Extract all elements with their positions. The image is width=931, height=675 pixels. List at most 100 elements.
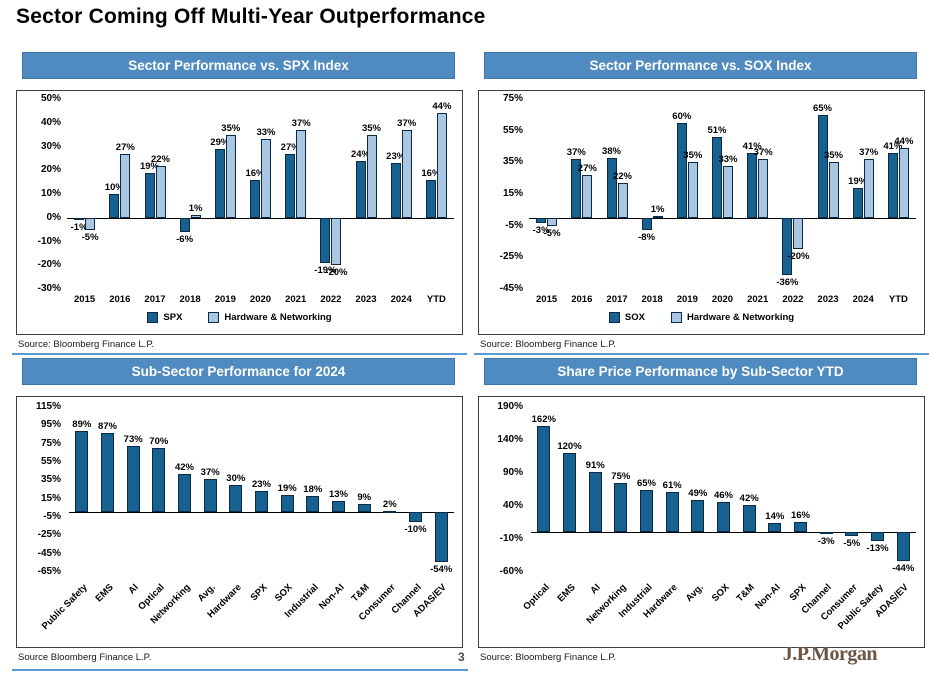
y-tick-label: 140% bbox=[497, 434, 523, 445]
x-axis-line bbox=[529, 217, 916, 219]
x-category-label: 2019 bbox=[214, 294, 236, 305]
legend-label: Hardware & Networking bbox=[686, 312, 795, 323]
y-tick-label: -5% bbox=[43, 511, 61, 522]
bar-value-label: 37% bbox=[200, 466, 220, 478]
x-axis-line bbox=[67, 217, 454, 219]
legend-item: Hardware & Networking bbox=[208, 312, 332, 323]
bar-Industrial bbox=[640, 489, 653, 533]
bar-value-label: 38% bbox=[601, 145, 621, 157]
bar-Consumer bbox=[845, 532, 859, 536]
page-title: Sector Coming Off Multi-Year Outperforma… bbox=[16, 5, 486, 28]
chart-title-banner-spx: Sector Performance vs. SPX Index bbox=[22, 52, 455, 79]
legend-label: SPX bbox=[163, 312, 183, 323]
bar-Hardware & Networking bbox=[190, 215, 201, 218]
bar-SOX bbox=[747, 152, 758, 218]
chart-block-sox: Sector Performance vs. SOX Index 75% 55% 3… bbox=[474, 52, 929, 355]
bar-value-label: 14% bbox=[765, 511, 785, 523]
legend-label: Hardware & Networking bbox=[224, 312, 332, 323]
bar-value-label: -6% bbox=[176, 234, 194, 245]
legend: SPX Hardware & Networking bbox=[17, 312, 462, 323]
bar-value-label: 19% bbox=[848, 175, 868, 187]
y-tick-label: -30% bbox=[37, 283, 61, 294]
chart-title-banner-subsector-2024: Sub-Sector Performance for 2024 bbox=[22, 358, 455, 385]
bar-SOX bbox=[717, 502, 730, 533]
bar-value-label: 65% bbox=[812, 102, 832, 114]
bar-Hardware & Networking bbox=[547, 217, 558, 226]
y-tick-label: -65% bbox=[37, 566, 61, 577]
legend-label: SOX bbox=[624, 312, 645, 323]
bar-SPX bbox=[320, 217, 331, 263]
y-tick-label: 35% bbox=[40, 474, 61, 486]
y-tick-label: 50% bbox=[40, 93, 61, 104]
y-tick-label: -60% bbox=[499, 566, 523, 577]
bar-value-label: 35% bbox=[361, 122, 381, 134]
chart-title-banner-subsector-ytd: Share Price Performance by Sub-Sector YT… bbox=[484, 358, 917, 385]
chart-canvas-subsector-2024: 115% 95% 75% 55% 35% 15% -5% -25% -45% -65% 89% Pub… bbox=[16, 396, 463, 648]
bar-Hardware & Networking bbox=[863, 159, 874, 218]
y-tick-label: 75% bbox=[40, 437, 61, 449]
bar-value-label: 18% bbox=[303, 483, 323, 495]
bar-value-label: -5% bbox=[81, 231, 99, 243]
legend-item: SPX bbox=[147, 312, 182, 323]
bar-Hardware & Networking bbox=[652, 216, 663, 219]
bar-value-label: 19% bbox=[277, 483, 297, 494]
bar-value-label: 2% bbox=[382, 498, 397, 510]
bar-Hardware & Networking bbox=[898, 148, 909, 218]
bar-SPX bbox=[214, 148, 225, 218]
bar-SOX bbox=[676, 122, 687, 218]
bar-value-label: 22% bbox=[150, 153, 170, 165]
source-note: Source: Bloomberg Finance L.P. bbox=[18, 339, 155, 350]
x-category-label: 2017 bbox=[606, 294, 628, 305]
bar-SPX bbox=[109, 194, 120, 218]
bar-SOX bbox=[571, 159, 582, 218]
bar-Hardware & Networking bbox=[261, 139, 271, 218]
y-tick-label: -20% bbox=[37, 259, 61, 271]
bar-Optical bbox=[537, 425, 551, 533]
bar-Hardware & Networking bbox=[120, 153, 131, 218]
y-tick-label: -25% bbox=[37, 529, 61, 541]
bar-value-label: 37% bbox=[566, 147, 586, 159]
bar-Hardware & Networking bbox=[828, 162, 839, 218]
bar-value-label: 91% bbox=[585, 460, 605, 472]
bar-value-label: 33% bbox=[256, 127, 276, 139]
bar-Public Safety bbox=[871, 532, 884, 541]
bar-Optical bbox=[152, 448, 166, 513]
x-category-label: 2021 bbox=[747, 294, 769, 305]
bar-value-label: 87% bbox=[97, 420, 117, 432]
bar-value-label: 23% bbox=[386, 151, 406, 163]
legend-swatch bbox=[608, 312, 620, 323]
chart-title-banner-sox: Sector Performance vs. SOX Index bbox=[484, 52, 917, 79]
bar-value-label: 23% bbox=[251, 479, 271, 491]
bar-Channel bbox=[819, 532, 833, 535]
bar-Hardware & Networking bbox=[85, 217, 96, 230]
bar-value-label: 70% bbox=[149, 436, 169, 448]
y-tick-label: 15% bbox=[40, 492, 61, 504]
bar-value-label: 41% bbox=[883, 140, 903, 152]
bar-value-label: 35% bbox=[221, 122, 241, 134]
y-tick-label: 10% bbox=[40, 188, 61, 199]
bar-Non-AI bbox=[332, 500, 345, 513]
bar-Public Safety bbox=[75, 430, 89, 513]
legend-item: SOX bbox=[608, 312, 645, 323]
x-category-label: 2019 bbox=[676, 294, 698, 305]
bar-value-label: 27% bbox=[280, 141, 300, 153]
x-category-label: YTD bbox=[888, 294, 908, 305]
x-category-label: 2016 bbox=[109, 294, 131, 305]
y-tick-label: 0% bbox=[46, 211, 61, 223]
bar-SOX bbox=[887, 152, 898, 218]
bar-value-label: 27% bbox=[577, 163, 597, 174]
x-category-label: 2015 bbox=[536, 294, 558, 305]
x-category-label: 2018 bbox=[179, 294, 201, 305]
bar-value-label: 29% bbox=[210, 136, 230, 148]
bar-value-label: 16% bbox=[421, 167, 441, 179]
bar-SOX bbox=[852, 187, 863, 218]
y-tick-label: 115% bbox=[35, 401, 61, 412]
chart-block-spx: Sector Performance vs. SPX Index 50% 40% 3… bbox=[12, 52, 467, 355]
x-category-label: 2022 bbox=[320, 294, 342, 305]
bar-value-label: -1% bbox=[70, 222, 88, 234]
x-category-label: 2024 bbox=[390, 294, 412, 305]
y-tick-label: 40% bbox=[502, 500, 523, 511]
bar-value-label: 13% bbox=[328, 488, 348, 500]
bar-SOX bbox=[641, 217, 652, 231]
